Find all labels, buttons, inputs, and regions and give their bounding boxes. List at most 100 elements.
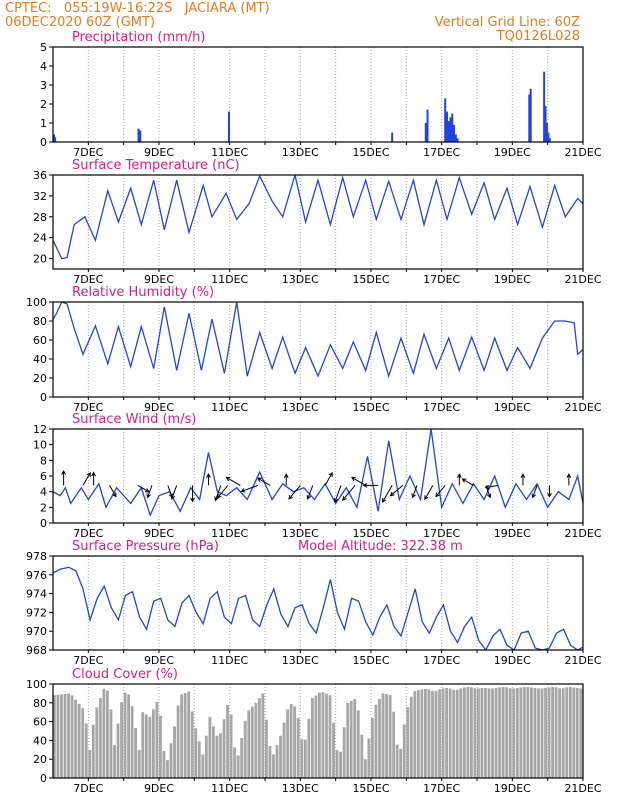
wind-x-tick-label: 19DEC [494,527,531,540]
precip-y-tick-label: 3 [40,79,47,92]
temp-x-tick-label: 17DEC [423,273,460,286]
cloud-bar [335,750,339,778]
cloud-bar [448,688,452,778]
wind-arrow [225,476,241,486]
cloud-bar [480,687,484,778]
cloud-bar [102,688,106,778]
cloud-bar [572,687,576,778]
precip-bar [548,138,551,142]
rh-x-tick-label: 7DEC [73,401,103,414]
cloud-bar [109,709,113,778]
header-line1-right: Vertical Grid Line: 60Z [434,15,580,30]
cloud-bar [473,688,477,778]
cloud-bar [409,696,413,778]
temp-y-tick-label: 32 [33,190,47,203]
wind-y-tick-label: 10 [33,439,47,452]
precip-bar [449,117,452,142]
cloud-bar [431,690,434,778]
wind-x-tick-label: 11DEC [211,527,248,540]
cloud-bar [123,692,127,778]
header-line1-left: CPTEC: 055:19W-16:22S JACIARA (MT) [5,1,270,16]
wind-arrow [435,485,446,498]
precip-bar [391,132,394,142]
cloud-bar [296,718,300,778]
cloud-bar [212,726,215,778]
wind-frame [52,428,584,524]
cloud-bar [137,749,141,778]
cloud-bar [551,687,555,778]
cloud-bar [208,716,212,778]
temp-x-tick-label: 21DEC [564,273,601,286]
cloud-y-tick-label: 80 [33,697,47,710]
cloud-bar [519,687,523,778]
cloud-bar [310,698,314,778]
precip-panel [49,46,584,145]
cloud-bar [533,687,537,778]
cloud-bar [554,687,558,778]
cloud-bar [367,738,371,778]
wind-x-tick-label: 21DEC [564,527,601,540]
cloud-bar [526,687,530,778]
wind-x-tick-label: 15DEC [352,527,389,540]
precip-bar [445,111,448,142]
cloud-bar [501,687,505,778]
wind-arrow [324,472,333,486]
cloud-bar [568,687,572,778]
cloud-bar [381,693,385,778]
cloud-bar [300,739,304,778]
cloud-bar [265,719,268,778]
wind-arrow [306,485,314,500]
pres-x-tick-label: 11DEC [211,654,248,667]
temp-x-tick-label: 13DEC [282,273,319,286]
rh-x-tick-label: 9DEC [144,401,174,414]
precip-x-tick-label: 15DEC [352,146,389,159]
cloud-bar [540,688,544,778]
wind-arrow [206,473,211,486]
cloud-bar [95,707,99,778]
rh-y-tick-label: 80 [33,315,47,328]
wind-arrow [190,485,195,503]
precip-x-tick-label: 21DEC [564,146,601,159]
cloud-bar [395,744,399,778]
cloud-bar [106,690,109,778]
precip-bar [543,71,546,142]
cloud-bar [247,710,251,778]
temp-title: Surface Temperature (nC) [72,158,240,173]
pres-y-tick-label: 978 [26,550,47,563]
precip-bar [528,94,531,142]
cloud-bar [240,738,244,778]
precip-bar [444,98,447,142]
cloud-x-tick-label: 9DEC [144,782,174,795]
wind-arrow [82,472,91,486]
cloud-bar [226,705,229,778]
cloud-bar [353,699,357,778]
cloud-x-tick-label: 17DEC [423,782,460,795]
cloud-bar [127,694,131,778]
pres-x-tick-label: 13DEC [282,654,319,667]
cloud-bar [151,709,155,778]
cloud-bar [190,711,194,778]
rh-x-tick-label: 21DEC [564,401,601,414]
cloud-bar [378,699,381,778]
cloud-bar [162,750,166,778]
cloud-y-tick-label: 40 [33,734,47,747]
cloud-bar [332,722,335,778]
rh-y-tick-label: 100 [26,296,47,309]
cloud-y-tick-label: 60 [33,716,47,729]
cloud-bar [363,759,367,778]
cloud-bar [60,694,63,778]
cloud-bar [197,741,201,778]
cloud-bar [484,687,487,778]
cloud-bar [275,745,279,778]
precip-y-tick-label: 0 [40,136,47,149]
precip-bar [547,132,550,142]
cloud-bar [530,687,533,778]
wind-y-tick-label: 12 [33,423,47,436]
precip-bar [139,130,142,142]
precip-bar [227,111,230,142]
cloud-title: Cloud Cover (%) [72,667,178,682]
cloud-bar [67,693,70,778]
cloud-bar [491,688,494,778]
cloud-bar [289,703,293,778]
wind-x-tick-label: 7DEC [73,527,103,540]
